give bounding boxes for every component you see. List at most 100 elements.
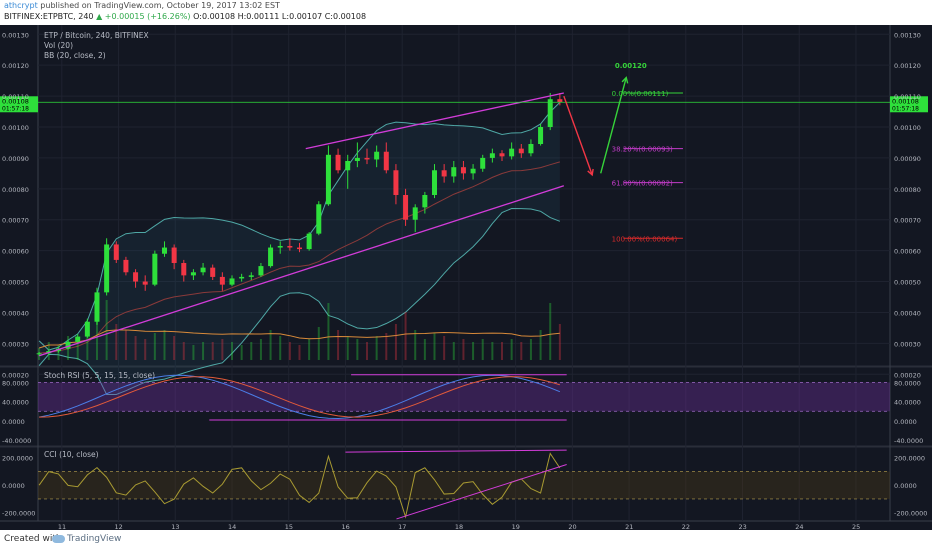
candle-body xyxy=(75,336,81,342)
price-change: ▲ +0.00015 (+16.26%) xyxy=(96,12,191,21)
bb-basis xyxy=(39,161,561,354)
candle-body xyxy=(200,267,206,273)
volume-bar xyxy=(317,327,320,360)
candle-body xyxy=(36,353,42,355)
candle-body xyxy=(432,170,438,195)
volume-ma xyxy=(38,329,560,349)
stoch-tick-left: -40.0000 xyxy=(2,437,31,445)
volume-bar xyxy=(279,336,282,360)
price-tick-right: 0.00080 xyxy=(894,186,921,194)
candle-body xyxy=(374,151,380,160)
footer: Created with TradingView xyxy=(0,530,932,550)
candle-body xyxy=(113,244,119,260)
fib-levels: 0.00%(0.00111) 38.20%(0.00093) 61.80%(0.00… xyxy=(612,62,683,243)
volume-bar xyxy=(510,339,513,360)
price-tick-left: 0.00090 xyxy=(2,155,29,163)
tradingview-logo[interactable]: TradingView xyxy=(52,534,121,544)
candle-body xyxy=(325,154,331,205)
volume-bar xyxy=(250,342,253,360)
bb-upper xyxy=(38,102,561,351)
candle-body xyxy=(345,161,351,171)
author-link[interactable]: athcrypt xyxy=(4,1,38,10)
fib-label: 38.20%(0.00093) xyxy=(612,146,673,154)
candle-body xyxy=(316,204,322,234)
candle-body xyxy=(210,267,216,277)
time-tick: 21 xyxy=(625,523,633,530)
price-tick-right: 0.00110 xyxy=(894,93,921,101)
time-tick: 12 xyxy=(115,523,123,530)
candle-body xyxy=(219,276,225,285)
brand-name: TradingView xyxy=(67,534,122,544)
candle-body xyxy=(268,247,274,267)
stoch-tick-left: 40.0000 xyxy=(2,399,29,407)
price-tick-right: 0.00090 xyxy=(894,155,921,163)
header-bar: athcrypt published on TradingView.com, O… xyxy=(0,0,932,25)
candle-body xyxy=(161,247,167,254)
stoch-tick-right: 0.0000 xyxy=(894,418,917,426)
price-tick-left: 0.00040 xyxy=(2,309,29,317)
candle-body xyxy=(335,154,341,171)
volume-bar xyxy=(472,342,475,360)
cci-band xyxy=(38,471,890,499)
volume-bar xyxy=(346,336,349,360)
candle-body xyxy=(422,195,428,208)
price-tick-right: 0.00040 xyxy=(894,309,921,317)
volume-bar xyxy=(105,300,108,360)
stoch-tick-right: 80.0000 xyxy=(894,379,921,387)
price-tick-right: 0.00120 xyxy=(894,62,921,70)
publish-line: athcrypt published on TradingView.com, O… xyxy=(4,1,280,10)
cci-tick-left: 200.0000 xyxy=(2,455,33,463)
volume-bar xyxy=(433,333,436,360)
candle-body xyxy=(480,157,486,169)
cci-trendline-rising xyxy=(396,464,567,520)
cci-tick-left: -200.0000 xyxy=(2,510,35,518)
candle-body xyxy=(104,244,110,293)
price-tag-left-box xyxy=(0,96,38,113)
price-tick-right: 0.00070 xyxy=(894,217,921,225)
volume-bar xyxy=(76,339,79,360)
volume-bar xyxy=(394,324,397,360)
candle-body xyxy=(152,253,158,285)
time-tick: 22 xyxy=(682,523,690,530)
volume-bar xyxy=(404,312,407,360)
arrow-up xyxy=(600,77,627,174)
cci-tick-right: 0.0000 xyxy=(894,482,917,490)
price-tag-left-timer: 01:57:18 xyxy=(2,105,29,112)
volume-bars xyxy=(38,300,561,360)
candle-body xyxy=(460,167,466,174)
publish-info: published on TradingView.com, October 19… xyxy=(40,1,280,10)
candle-body xyxy=(364,157,370,160)
candle-body xyxy=(277,246,283,248)
candle-body xyxy=(538,127,544,144)
candle-body xyxy=(171,247,177,263)
candle-body xyxy=(258,266,264,276)
cci-trendline-top xyxy=(345,449,567,453)
price-tick-left: 0.00020 xyxy=(2,371,29,379)
volume-bar xyxy=(269,330,272,360)
stoch-band xyxy=(38,382,890,412)
candle-body xyxy=(248,275,254,277)
stoch-rsi-pane xyxy=(38,374,890,421)
arrow-down xyxy=(563,95,593,176)
volume-bar xyxy=(230,342,233,360)
candle-body xyxy=(94,292,100,322)
candle-body xyxy=(84,321,90,337)
candle-body xyxy=(528,144,534,154)
candle-body xyxy=(557,99,563,103)
candle-body xyxy=(489,153,495,158)
volume-bar xyxy=(192,345,195,360)
candle-body xyxy=(547,99,553,127)
price-tick-left: 0.00060 xyxy=(2,248,29,256)
price-tick-right: 0.00050 xyxy=(894,279,921,287)
volume-bar xyxy=(202,342,205,360)
stoch-tick-right: 40.0000 xyxy=(894,399,921,407)
price-tick-left: 0.00130 xyxy=(2,31,29,39)
candle-body xyxy=(287,246,293,248)
fib-label: 0.00%(0.00111) xyxy=(612,90,669,98)
cci-tick-right: 200.0000 xyxy=(894,455,925,463)
volume-bar xyxy=(288,342,291,360)
price-tick-left: 0.00050 xyxy=(2,279,29,287)
